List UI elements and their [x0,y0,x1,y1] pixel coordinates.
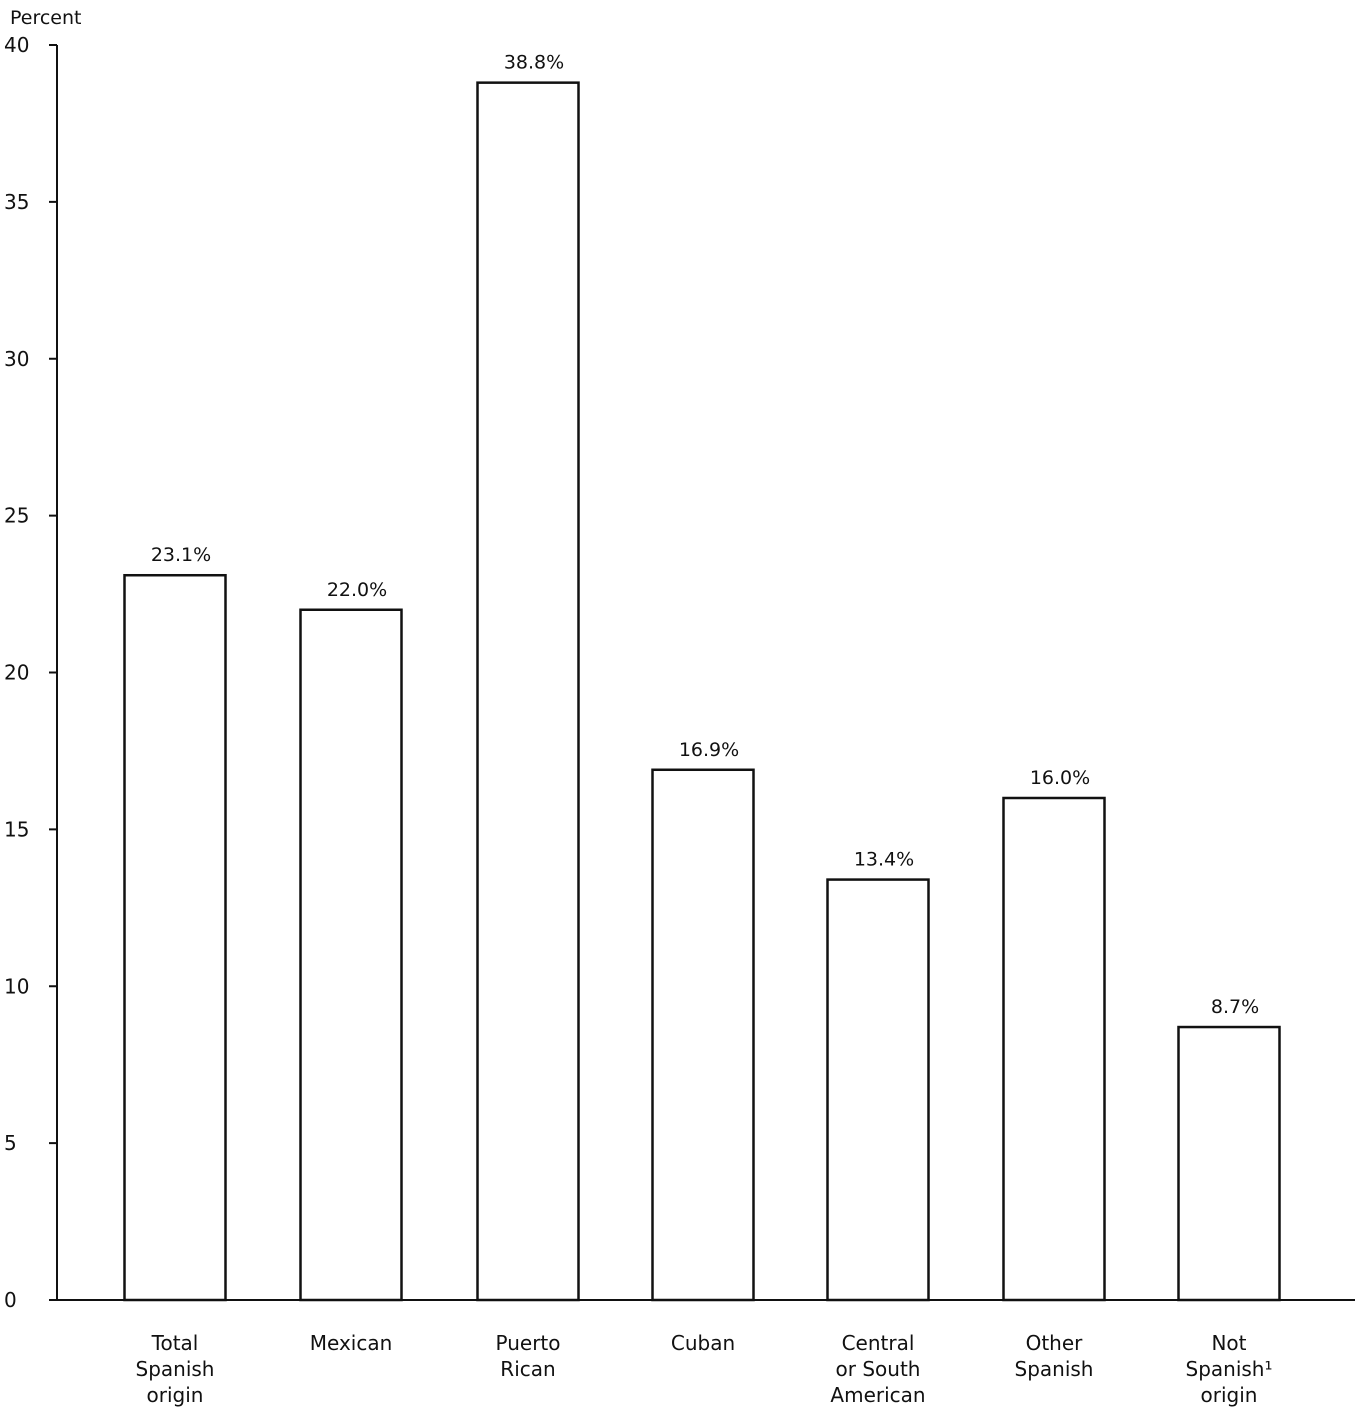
category-label: Mexican [310,1331,393,1355]
bar [651,768,755,1302]
y-tick-label: 40 [4,33,29,57]
category-label: origin [1201,1383,1258,1407]
bar [123,573,227,1302]
category-label: Spanish¹ [1186,1357,1273,1381]
category-label: Puerto [496,1331,561,1355]
bar-value-label: 16.0% [1030,767,1090,789]
category-label: Other [1026,1331,1084,1355]
y-tick-label: 5 [4,1131,17,1155]
y-axis-title: Percent [10,7,82,29]
bar [1002,796,1106,1302]
category-label: Spanish [1015,1357,1094,1381]
bars [123,81,1281,1302]
category-label: Spanish [136,1357,215,1381]
category-label: American [830,1383,925,1407]
bar [1177,1025,1281,1302]
category-label: Cuban [671,1331,735,1355]
y-axis-ticks: 0 5 10 15 20 25 30 35 40 [4,33,57,1312]
bar-value-label: 23.1% [151,544,211,566]
y-tick-label: 20 [4,661,29,685]
bar-value-label: 38.8% [504,52,564,74]
bar-value-label: 22.0% [327,579,387,601]
y-tick-label: 35 [4,190,29,214]
y-tick-label: 30 [4,347,29,371]
category-label: Central [842,1331,915,1355]
bar-value-label: 8.7% [1211,996,1259,1018]
category-label: or South [836,1357,921,1381]
bar-value-label: 13.4% [854,849,914,871]
y-tick-label: 0 [4,1288,17,1312]
y-tick-label: 10 [4,974,29,998]
bar-value-label: 16.9% [679,739,739,761]
value-labels: 23.1% 22.0% 38.8% 16.9% 13.4% 16.0% 8.7% [151,52,1259,1018]
category-label: origin [147,1383,204,1407]
bar [826,878,930,1302]
bar [299,608,403,1302]
bar [476,81,580,1302]
y-tick-label: 25 [4,504,29,528]
category-label: Rican [500,1357,555,1381]
category-label: Not [1211,1331,1246,1355]
category-label: Total [151,1331,199,1355]
y-tick-label: 15 [4,817,29,841]
